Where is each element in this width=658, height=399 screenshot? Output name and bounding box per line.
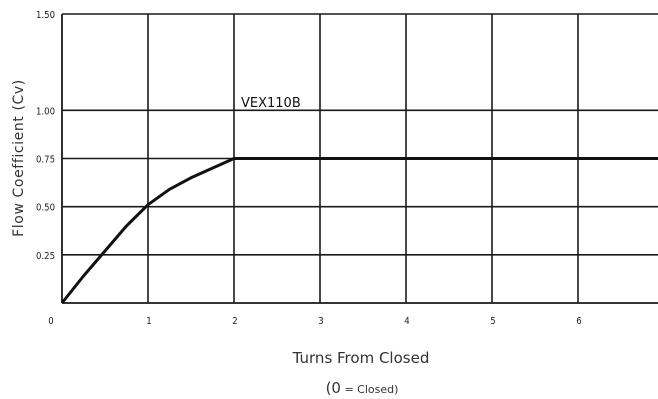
x-tick-label: 3	[318, 316, 323, 327]
y-tick-label: 0.50	[36, 203, 55, 214]
series-label: VEX110B	[241, 96, 301, 111]
y-axis-label: Flow Coefficient (Cv)	[11, 79, 27, 237]
x-tick-label: 5	[490, 316, 495, 327]
x-axis-note-zero: 0	[331, 379, 341, 397]
x-axis-note: (0 = Closed)	[326, 379, 399, 397]
x-tick-label: 0	[48, 316, 53, 327]
y-tick-label: 1.50	[36, 10, 55, 21]
y-tick-label: 0.25	[36, 251, 55, 262]
series-line-0	[60, 157, 658, 304]
tick-labels: 0 1 2 3 4 5 6 0.25 0.50 0.75 1.00 1.50	[36, 10, 582, 327]
x-axis-label: Turns From Closed	[292, 349, 430, 367]
x-tick-label: 2	[232, 316, 237, 327]
y-tick-label: 1.00	[36, 106, 55, 117]
y-tick-label: 0.75	[36, 155, 55, 166]
x-tick-label: 6	[576, 316, 581, 327]
x-tick-label: 4	[404, 316, 409, 327]
x-axis-note-paren: (	[326, 379, 332, 397]
x-axis-note-text: = Closed)	[341, 383, 398, 396]
x-tick-label: 1	[146, 316, 151, 327]
series-layer	[60, 157, 658, 304]
